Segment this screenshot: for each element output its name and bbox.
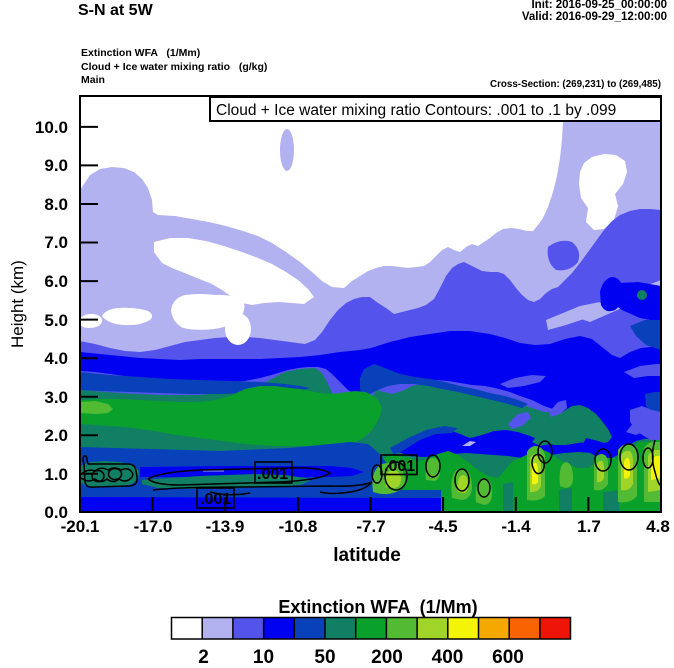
- svg-text:10: 10: [253, 647, 274, 668]
- svg-text:.001: .001: [257, 466, 288, 483]
- svg-text:.001: .001: [384, 458, 415, 475]
- svg-text:200: 200: [371, 647, 403, 668]
- svg-text:2: 2: [198, 647, 209, 668]
- svg-text:400: 400: [432, 647, 464, 668]
- svg-text:50: 50: [314, 647, 335, 668]
- svg-text:.001: .001: [200, 491, 231, 508]
- svg-text:600: 600: [492, 647, 524, 668]
- svg-text:Cloud + Ice water mixing ratio: Cloud + Ice water mixing ratio Contours:…: [216, 102, 616, 119]
